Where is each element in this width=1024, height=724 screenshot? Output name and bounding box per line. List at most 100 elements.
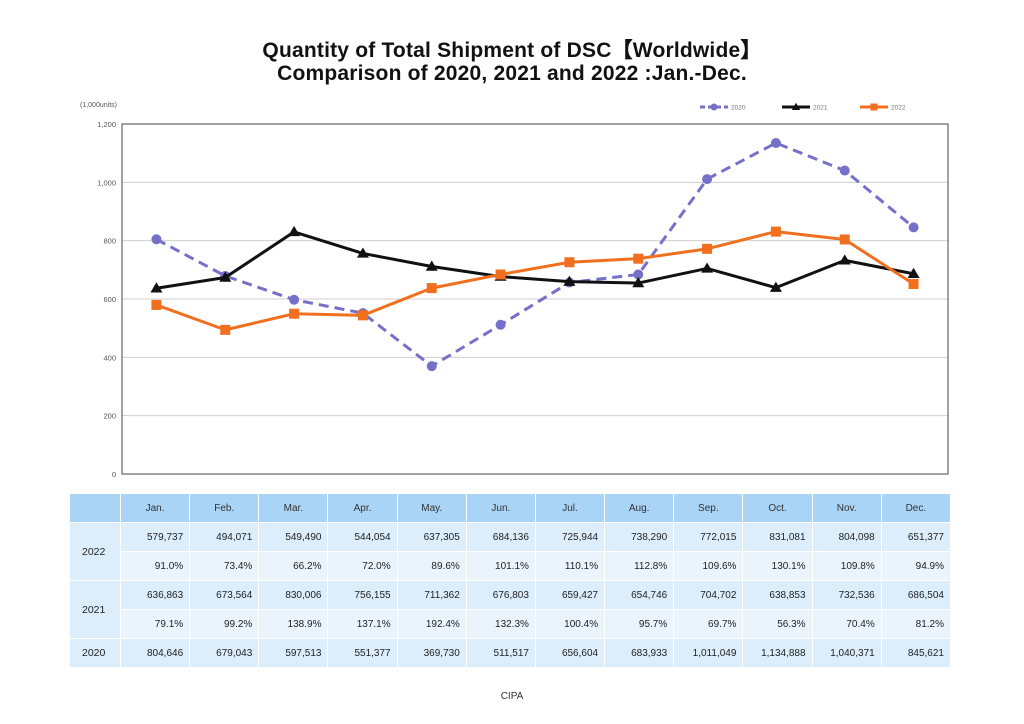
plot-frame [121, 123, 949, 475]
table-row: 91.0% 73.4% 66.2% 72.0% 89.6% 101.1% 110.1% 112… [70, 551, 952, 581]
table-cell: 638,853 [742, 580, 813, 610]
table-cell: 2022 [70, 522, 121, 581]
table-cell: 684,136 [466, 522, 536, 552]
data-point-2021 [356, 247, 369, 258]
table-cell: Mar. [258, 494, 329, 523]
table-cell: 66.2% [258, 551, 329, 581]
data-point-2020 [495, 319, 506, 330]
data-point-2021 [701, 262, 714, 273]
table-cell: 732,536 [812, 580, 882, 610]
table-cell: 109.6% [673, 551, 744, 581]
data-point-2020 [702, 174, 713, 185]
table-cell: 686,504 [881, 580, 952, 610]
series-line-2020 [155, 141, 915, 368]
table-cell: 659,427 [535, 580, 606, 610]
table-cell: 2020 [70, 638, 121, 668]
table-cell: Sep. [673, 494, 744, 523]
table-cell: 137.1% [327, 609, 398, 639]
table-cell: 679,043 [189, 638, 260, 668]
data-point-2021 [425, 260, 438, 271]
table-cell: Jun. [466, 494, 536, 523]
data-point-2020 [289, 294, 300, 305]
data-point-2022 [770, 226, 781, 237]
table-cell: 112.8% [604, 551, 675, 581]
table-cell: 676,803 [466, 580, 536, 610]
data-point-2022 [633, 253, 644, 264]
table-cell: May. [397, 494, 467, 523]
table-cell: 130.1% [742, 551, 813, 581]
table-row: 2020 804,646 679,043 597,513 551,377 369,730 5… [70, 638, 952, 668]
table-cell: 683,933 [604, 638, 675, 668]
table-cell: 70.4% [812, 609, 882, 639]
table-cell: 101.1% [466, 551, 536, 581]
table-header-row: Jan. Feb. Mar. Apr. May. Jun. Jul. Aug. Sep. Oct.… [70, 494, 952, 523]
table-cell: 91.0% [120, 551, 191, 581]
table-cell: 89.6% [397, 551, 467, 581]
table-cell: 831,081 [742, 522, 813, 552]
table-cell: 738,290 [604, 522, 675, 552]
table-cell: Aug. [604, 494, 675, 523]
table-cell [70, 494, 121, 523]
data-point-2022 [220, 324, 231, 335]
table-cell: Oct. [742, 494, 813, 523]
table-cell: 73.4% [189, 551, 260, 581]
table-cell: 636,863 [120, 580, 191, 610]
table-cell: 1,011,049 [673, 638, 744, 668]
table-cell: 579,737 [120, 522, 191, 552]
table-cell: 830,006 [258, 580, 329, 610]
table-cell: 637,305 [397, 522, 467, 552]
data-point-2020 [633, 269, 644, 280]
table-cell: 656,604 [535, 638, 606, 668]
table-cell: 804,098 [812, 522, 882, 552]
data-point-2022 [908, 279, 919, 290]
table-cell: 673,564 [189, 580, 260, 610]
table-cell: 551,377 [327, 638, 398, 668]
data-table: Jan. Feb. Mar. Apr. May. Jun. Jul. Aug. Sep. Oct.… [70, 494, 952, 668]
data-point-2021 [150, 282, 163, 293]
table-cell: 804,646 [120, 638, 191, 668]
series-line-2022 [155, 230, 915, 332]
table-row: 79.1% 99.2% 138.9% 137.1% 192.4% 132.3% 100.4%… [70, 609, 952, 639]
table-cell: Feb. [189, 494, 260, 523]
table-cell: Apr. [327, 494, 398, 523]
legend-marker [710, 103, 718, 111]
y-tick-label: 1,000 [97, 178, 116, 187]
table-cell: Dec. [881, 494, 952, 523]
table-row: 2021 636,863 673,564 830,006 756,155 711,362 6… [70, 580, 952, 639]
legend-label: 2022 [891, 105, 906, 112]
table-cell: 99.2% [189, 609, 260, 639]
legend-label: 2021 [813, 105, 828, 112]
table-cell: 651,377 [881, 522, 952, 552]
y-tick-label: 400 [103, 353, 116, 362]
table-cell: 109.8% [812, 551, 882, 581]
table-cell: 110.1% [535, 551, 606, 581]
table-cell: 192.4% [397, 609, 467, 639]
data-point-2021 [563, 275, 576, 286]
table-cell: 100.4% [535, 609, 606, 639]
table-cell: 597,513 [258, 638, 329, 668]
line-chart: 0 200 400 600 800 1,000 1,200 (1,000units) 2020 2… [80, 102, 949, 479]
table-cell: 1,040,371 [812, 638, 882, 668]
y-tick-label: 0 [112, 470, 116, 479]
table-cell: 95.7% [604, 609, 675, 639]
y-tick-label: 200 [103, 412, 116, 421]
table-cell: 756,155 [327, 580, 398, 610]
data-point-2022 [289, 308, 300, 319]
data-point-2022 [426, 283, 437, 294]
table-cell: 72.0% [327, 551, 398, 581]
chart-title-line2: Comparison of 2020, 2021 and 2022 :Jan.-… [277, 62, 747, 85]
table-cell: 711,362 [397, 580, 467, 610]
legend-label: 2020 [731, 105, 746, 112]
table-cell: 725,944 [535, 522, 606, 552]
y-tick-label: 800 [103, 237, 116, 246]
data-point-2020 [151, 234, 162, 245]
chart-title-line1: Quantity of Total Shipment of DSC【Worldw… [262, 39, 762, 62]
data-point-2021 [288, 225, 301, 237]
data-point-2021 [219, 271, 232, 282]
table-cell: 654,746 [604, 580, 675, 610]
table-cell: 56.3% [742, 609, 813, 639]
y-unit-label: (1,000units) [80, 102, 117, 109]
data-point-2022 [151, 299, 162, 310]
table-cell: 704,702 [673, 580, 744, 610]
legend-marker [791, 102, 801, 110]
